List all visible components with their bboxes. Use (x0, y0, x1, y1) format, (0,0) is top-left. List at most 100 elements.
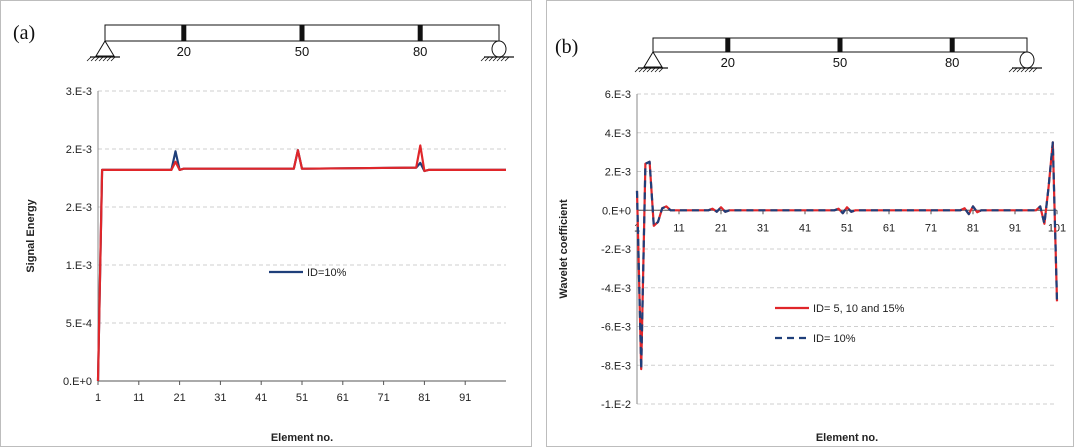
y-axis-title: Wavelet coefficient (558, 199, 570, 299)
ground-hatch (1028, 67, 1034, 73)
y-tick-label: 0.E+0 (63, 376, 92, 388)
x-tick-label: 91 (459, 392, 471, 404)
y-tick-label: -8.E-3 (601, 360, 631, 372)
y-axis-title: Signal Energy (25, 198, 37, 272)
x-tick-label: 51 (296, 392, 308, 404)
series-line-1 (96, 149, 506, 382)
x-tick-label: 11 (133, 392, 144, 404)
x-axis-title: Element no. (271, 432, 333, 444)
x-tick-label: 71 (377, 392, 389, 404)
ground-hatch (496, 56, 502, 62)
ground-hatch (1020, 67, 1026, 73)
x-tick-label: 11 (673, 222, 684, 234)
y-tick-label: 2.E-3 (66, 144, 92, 156)
ground-hatch (106, 56, 112, 62)
series-line-2 (96, 144, 506, 382)
y-tick-label: -6.E-3 (601, 322, 631, 334)
y-tick-label: -4.E-3 (601, 283, 631, 295)
pin-support-icon (643, 51, 663, 68)
x-tick-label: 31 (214, 392, 226, 404)
ground-hatch (488, 56, 494, 62)
ground-hatch (1016, 67, 1022, 73)
ground-hatch (1032, 67, 1038, 73)
ground-hatch (638, 67, 644, 73)
ground-hatch (500, 56, 506, 62)
y-tick-label: 0.E+0 (602, 205, 631, 217)
beam-damage-mark (181, 25, 187, 41)
x-tick-label: 1 (95, 392, 101, 404)
x-axis: 1 11 21 31 41 51 61 71 81 91 101 (634, 210, 1066, 234)
x-tick-label: 81 (967, 222, 979, 234)
ground-hatch (86, 56, 92, 62)
x-tick-label: 61 (883, 222, 895, 234)
pin-support-icon (95, 40, 115, 57)
ground-hatch (646, 67, 652, 73)
ground-hatch (634, 67, 640, 73)
x-tick-label: 71 (925, 222, 937, 234)
beam-mark-label: 20 (721, 55, 735, 70)
y-tick-label: 1.E-3 (66, 260, 92, 272)
ground-hatch (480, 56, 486, 62)
x-tick-label: 31 (757, 222, 769, 234)
ground-hatch (98, 56, 104, 62)
y-tick-label: 4.E-3 (605, 128, 631, 140)
ground-hatch (642, 67, 648, 73)
x-tick-label: 101 (1048, 222, 1066, 234)
ground-hatch (1024, 67, 1030, 73)
chart-b-svg: (b) 20 50 80 -1.E-2 -8.E-3 -6.E-3 -4.E-3 -2.E-3 0… (555, 36, 1066, 444)
x-tick-label: 81 (418, 392, 430, 404)
beam-diagram: 20 50 80 (86, 24, 514, 62)
ground-hatch (110, 56, 116, 62)
roller-support-icon (491, 40, 507, 58)
panel-label: (b) (555, 36, 578, 58)
y-axis: -1.E-2 -8.E-3 -6.E-3 -4.E-3 -2.E-3 0.E+0 2.E-3… (601, 89, 1057, 411)
y-tick-label: 2.E-3 (66, 202, 92, 214)
ground-hatch (1012, 67, 1018, 73)
beam-mark-label: 20 (177, 44, 191, 59)
y-tick-label: -2.E-3 (601, 244, 631, 256)
y-tick-label: 6.E-3 (605, 89, 631, 101)
ground-hatch (504, 56, 510, 62)
x-axis-title: Element no. (816, 432, 878, 444)
chart-panel-a: (a) 20 50 80 0.E+0 5.E-4 1.E-3 2.E-3 2.E-3 3.E-3 1… (0, 0, 532, 447)
y-tick-label: -1.E-2 (601, 399, 631, 411)
ground-hatch (90, 56, 96, 62)
x-tick-label: 21 (173, 392, 185, 404)
beam-damage-mark (417, 25, 423, 41)
ground-hatch (94, 56, 100, 62)
x-tick-label: 41 (255, 392, 267, 404)
ground-hatch (658, 67, 664, 73)
beam-damage-mark (949, 38, 955, 52)
beam-damage-mark (837, 38, 843, 52)
beam-damage-mark (299, 25, 305, 41)
y-axis: 0.E+0 5.E-4 1.E-3 2.E-3 2.E-3 3.E-3 (63, 86, 506, 388)
legend-label: ID= 5, 10 and 15% (813, 303, 905, 315)
x-tick-label: 91 (1009, 222, 1021, 234)
x-tick-label: 21 (715, 222, 727, 234)
y-tick-label: 2.E-3 (605, 167, 631, 179)
beam-mark-label: 50 (833, 55, 847, 70)
series-line-2 (635, 141, 1059, 371)
x-axis: 1 11 21 31 41 51 61 71 81 91 (95, 381, 471, 404)
chart-panel-b: (b) 20 50 80 -1.E-2 -8.E-3 -6.E-3 -4.E-3 -2.E-3 0… (546, 0, 1074, 447)
beam-diagram: 20 50 80 (634, 37, 1042, 73)
x-tick-label: 41 (799, 222, 811, 234)
legend-label: ID=10% (307, 267, 347, 279)
ground-hatch (1008, 67, 1014, 73)
x-tick-label: 51 (841, 222, 853, 234)
beam-mark-label: 50 (295, 44, 309, 59)
y-tick-label: 5.E-4 (66, 318, 92, 330)
beam-mark-label: 80 (945, 55, 959, 70)
legend-label: ID= 10% (813, 333, 856, 345)
ground-hatch (650, 67, 656, 73)
x-tick-label: 61 (337, 392, 349, 404)
roller-support-icon (1019, 51, 1035, 69)
y-tick-label: 3.E-3 (66, 86, 92, 98)
beam-damage-mark (725, 38, 731, 52)
panel-label: (a) (13, 22, 35, 44)
beam-mark-label: 80 (413, 44, 427, 59)
ground-hatch (654, 67, 660, 73)
ground-hatch (492, 56, 498, 62)
ground-hatch (102, 56, 108, 62)
ground-hatch (484, 56, 490, 62)
